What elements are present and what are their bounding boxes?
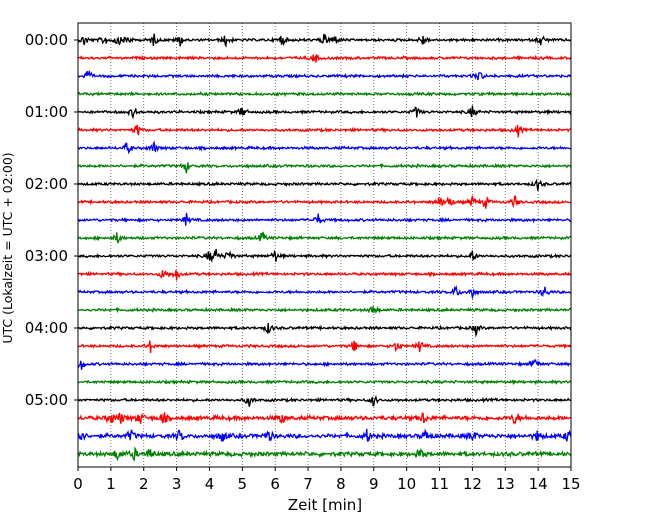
y-tick-label: 02:00 [25, 175, 68, 193]
x-tick-label: 2 [139, 475, 149, 493]
y-tick-label: 05:00 [25, 391, 68, 409]
x-tick-label: 11 [430, 475, 449, 493]
y-tick-label: 03:00 [25, 247, 68, 265]
seismic-trace [77, 378, 572, 386]
x-tick-label: 7 [303, 475, 313, 493]
seismic-trace [77, 305, 572, 314]
x-tick-label: 5 [238, 475, 248, 493]
y-tick-label: 00:00 [25, 31, 68, 49]
seismic-trace [77, 340, 572, 354]
seismic-trace [77, 124, 572, 138]
seismic-traces [77, 33, 572, 462]
seismic-trace [77, 358, 572, 370]
seismic-trace [77, 446, 572, 462]
seismic-trace [77, 212, 572, 226]
seismic-trace [77, 178, 572, 191]
x-axis: 0 1 2 3 4 5 6 7 8 9 10 11 12 13 14 15 [73, 467, 581, 493]
x-tick-label: 3 [172, 475, 182, 493]
x-tick-label: 12 [463, 475, 482, 493]
x-tick-label: 4 [205, 475, 215, 493]
seismic-trace [77, 54, 572, 63]
x-tick-label: 9 [369, 475, 379, 493]
seismic-trace [77, 394, 572, 407]
seismic-trace [77, 90, 572, 98]
seismic-trace [77, 248, 572, 264]
x-tick-label: 0 [73, 475, 83, 493]
seismic-trace [77, 428, 572, 443]
seismic-trace [77, 412, 572, 425]
plot-area-frame [77, 22, 572, 468]
y-tick-label: 04:00 [25, 319, 68, 337]
x-tick-label: 6 [270, 475, 280, 493]
seismic-trace [77, 322, 572, 338]
seismic-trace [77, 195, 572, 209]
seismic-trace [77, 140, 572, 155]
x-tick-label: 8 [336, 475, 346, 493]
seismic-trace [77, 284, 572, 300]
seismic-trace [77, 33, 572, 48]
seismic-trace [77, 105, 572, 120]
x-tick-label: 14 [529, 475, 548, 493]
x-axis-label: Zeit [min] [288, 496, 362, 514]
seismic-trace [77, 270, 572, 281]
seismic-trace [77, 70, 572, 81]
seismic-trace [77, 162, 572, 174]
grid-lines [110, 23, 539, 467]
seismic-trace [77, 231, 572, 244]
y-axis-label: UTC (Lokalzeit = UTC + 02:00) [0, 152, 15, 343]
x-tick-label: 10 [397, 475, 416, 493]
y-axis: 00:00 01:00 02:00 03:00 04:00 05:00 [25, 31, 78, 409]
x-tick-label: 13 [496, 475, 515, 493]
x-tick-label: 15 [561, 475, 580, 493]
y-tick-label: 01:00 [25, 103, 68, 121]
x-tick-label: 1 [106, 475, 116, 493]
